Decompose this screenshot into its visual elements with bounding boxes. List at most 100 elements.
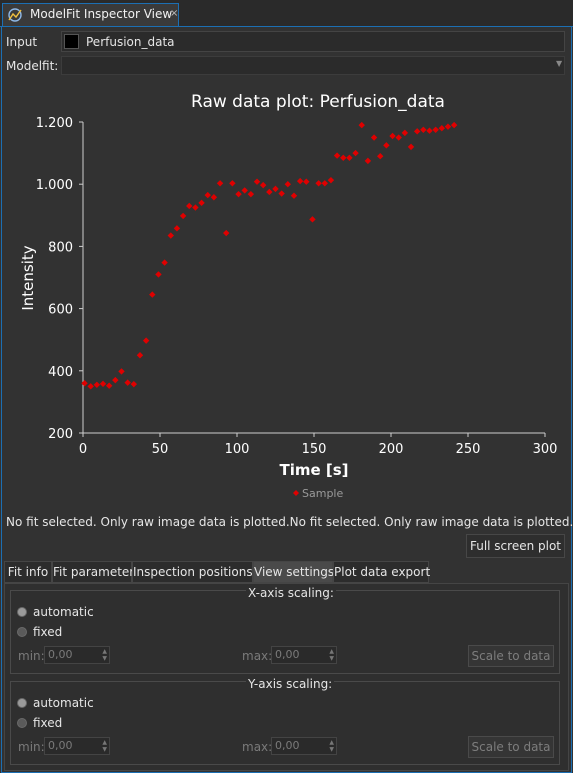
x-axis-label: Time [s] — [279, 461, 348, 479]
spin-up-icon[interactable]: ▲ — [329, 648, 334, 655]
data-point — [105, 382, 113, 389]
data-point — [438, 125, 446, 132]
y-fixed-label: fixed — [33, 716, 63, 730]
data-point — [136, 352, 144, 359]
modelfit-icon — [8, 8, 22, 22]
x-fixed-radio[interactable] — [17, 627, 27, 637]
data-point — [413, 128, 421, 135]
spin-up-icon[interactable]: ▲ — [102, 648, 107, 655]
x-automatic-radio[interactable] — [17, 607, 27, 617]
y-min-spinbox[interactable]: 0,00 ▲ ▼ — [44, 737, 110, 755]
view-tab-modelfit-inspector[interactable]: ModelFit Inspector View × — [2, 3, 179, 26]
chart-title: Raw data plot: Perfusion_data — [191, 92, 445, 112]
y-max-spinbox[interactable]: 0,00 ▲ ▼ — [271, 737, 337, 755]
data-point — [149, 291, 156, 298]
x-tick-label: 50 — [152, 442, 169, 457]
tab-plot-data-export[interactable]: Plot data export — [333, 561, 430, 583]
data-point — [364, 157, 372, 165]
data-point — [179, 212, 187, 220]
y-automatic-label: automatic — [33, 696, 94, 710]
x-min-spinbox[interactable]: 0,00 ▲ ▼ — [44, 646, 110, 664]
data-point — [432, 126, 439, 133]
x-min-label: min: — [18, 649, 45, 663]
data-point — [186, 202, 193, 210]
data-point — [426, 127, 433, 134]
data-point — [161, 259, 168, 266]
data-point — [216, 180, 224, 187]
tab-inspection-positions[interactable]: Inspection positions — [132, 561, 253, 583]
data-point — [321, 180, 328, 187]
x-tick-label: 250 — [456, 442, 481, 457]
data-point — [259, 181, 267, 189]
raw-data-plot: Raw data plot: Perfusion_data 200 400 600 8… — [19, 92, 557, 500]
full-screen-plot-button[interactable]: Full screen plot — [466, 534, 565, 558]
y-tick-label: 400 — [48, 365, 73, 380]
data-point — [118, 368, 125, 375]
data-point — [333, 152, 341, 159]
data-point — [266, 188, 273, 196]
data-point — [284, 181, 292, 188]
spin-up-icon[interactable]: ▲ — [329, 739, 334, 746]
data-point — [358, 121, 365, 129]
modelfit-select[interactable] — [61, 56, 565, 75]
no-fit-notice: No fit selected. Only raw image data is … — [6, 515, 573, 529]
x-fixed-label: fixed — [33, 625, 63, 639]
modelfit-label: Modelfit: — [6, 59, 59, 73]
data-point — [272, 185, 279, 193]
data-point — [81, 380, 88, 387]
data-point — [247, 190, 255, 198]
data-point — [204, 191, 211, 199]
x-automatic-label: automatic — [33, 605, 94, 619]
data-point — [290, 192, 298, 199]
data-point — [395, 134, 402, 141]
data-point — [253, 178, 261, 185]
spin-down-icon[interactable]: ▼ — [102, 746, 107, 753]
x-tick-label: 0 — [79, 442, 87, 457]
x-max-spinbox[interactable]: 0,00 ▲ ▼ — [271, 646, 337, 664]
y-axis-label: Intensity — [19, 245, 37, 310]
close-icon[interactable]: × — [170, 8, 179, 19]
tab-fit-info[interactable]: Fit info — [4, 561, 52, 583]
spin-down-icon[interactable]: ▼ — [329, 746, 334, 753]
y-fixed-radio[interactable] — [17, 718, 27, 728]
tab-view-settings[interactable]: View settings — [253, 561, 334, 583]
x-max-label: max: — [242, 649, 273, 663]
input-selector[interactable] — [61, 31, 565, 52]
y-scale-to-data-button[interactable]: Scale to data — [468, 736, 554, 758]
data-point — [93, 381, 101, 388]
view-tab-title: ModelFit Inspector View — [30, 7, 173, 21]
data-point — [303, 178, 310, 185]
data-point — [315, 180, 322, 187]
y-tick-label: 1.000 — [36, 178, 73, 193]
x-scale-to-data-button[interactable]: Scale to data — [468, 645, 554, 667]
data-point — [192, 204, 199, 211]
tab-fit-parameter[interactable]: Fit parameter — [52, 561, 134, 583]
chevron-down-icon[interactable]: ▼ — [556, 59, 563, 68]
x-tick-label: 150 — [302, 442, 327, 457]
data-point — [124, 379, 131, 386]
y-automatic-radio[interactable] — [17, 698, 27, 708]
y-tick-label: 200 — [48, 427, 73, 442]
legend-label: Sample — [302, 487, 343, 500]
y-max-value: 0,00 — [275, 739, 300, 752]
data-point — [370, 134, 378, 141]
data-point — [87, 383, 94, 390]
data-point — [235, 190, 242, 198]
data-point — [210, 194, 218, 201]
x-tick-label: 200 — [379, 442, 404, 457]
data-point — [112, 376, 119, 384]
image-thumbnail-icon — [64, 34, 79, 49]
y-tick-label: 600 — [48, 303, 73, 318]
spin-down-icon[interactable]: ▼ — [329, 655, 334, 662]
data-point — [223, 229, 230, 237]
spin-up-icon[interactable]: ▲ — [102, 739, 107, 746]
data-point — [278, 190, 285, 197]
data-point — [327, 176, 335, 184]
data-point — [173, 225, 181, 232]
data-point — [99, 380, 107, 388]
data-point — [407, 143, 415, 151]
data-point — [340, 154, 347, 161]
spin-down-icon[interactable]: ▼ — [102, 655, 107, 662]
data-point — [389, 132, 396, 140]
data-point — [142, 337, 150, 344]
